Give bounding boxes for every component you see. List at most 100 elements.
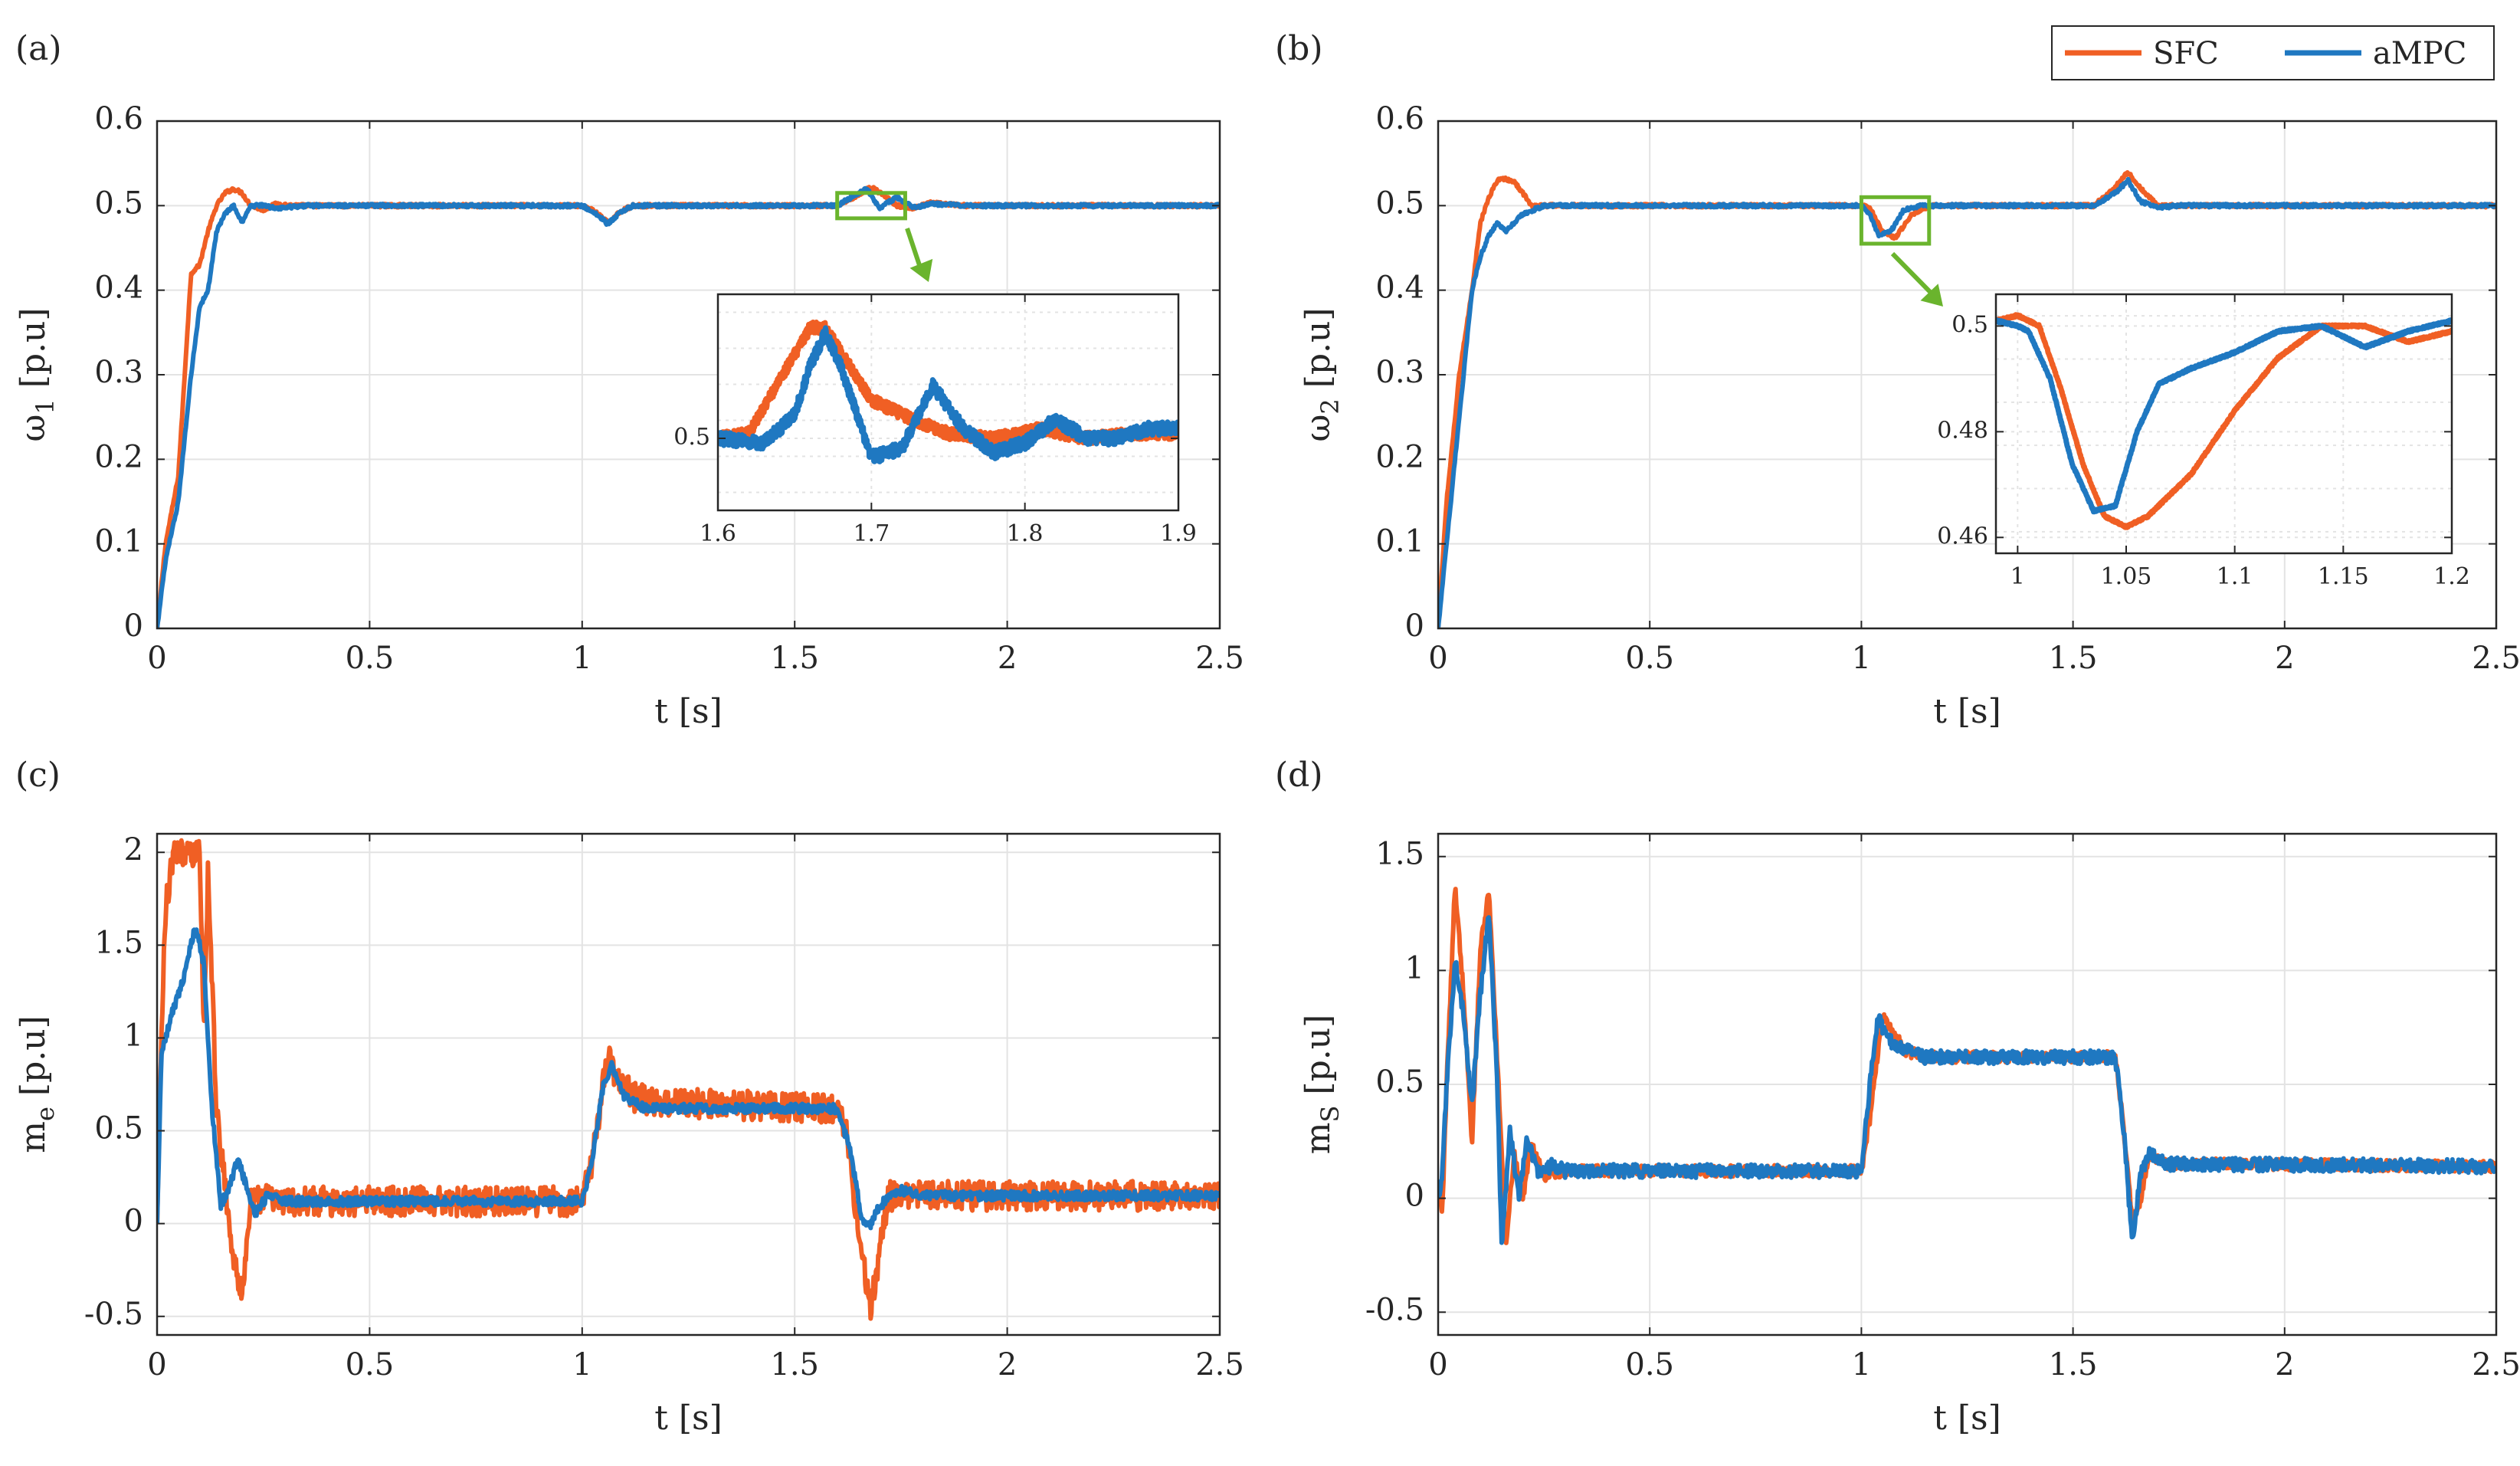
legend: SFC aMPC bbox=[2051, 25, 2495, 80]
panel-b-xtick-label-2: 1 bbox=[1852, 641, 1871, 676]
panel-b: 0 0.5 1 1.5 2 2.5 0 0.1 0.2 0.3 0.4 0.5 0.6 (b) t [s] ω… bbox=[1275, 29, 2520, 731]
panel-c-ylabel-sub: e bbox=[31, 1107, 60, 1121]
panel-b-xtick-label-1: 0.5 bbox=[1625, 641, 1674, 676]
panel-a-ytick-label-2: 0.2 bbox=[94, 439, 143, 474]
panel-c-ylabel: me [p.u] bbox=[14, 1015, 60, 1153]
panel-d-ytick-label-2: 0.5 bbox=[1375, 1064, 1424, 1100]
panel-a-inset-xtick-label-2: 1.8 bbox=[1007, 520, 1044, 547]
panel-a-xtick-label-3: 1.5 bbox=[770, 641, 819, 676]
panel-a-inset-xtick-label-1: 1.7 bbox=[853, 520, 890, 547]
panel-c-xtick-label-2: 1 bbox=[572, 1347, 591, 1382]
panel-a-series-ampc bbox=[157, 185, 1220, 628]
panel-b-ytick-label-5: 0.5 bbox=[1375, 185, 1424, 221]
panel-a-inset-series-ampc bbox=[718, 325, 1178, 464]
panel-b-inset-xtick-label-2: 1.1 bbox=[2217, 563, 2253, 590]
panel-c-ytick-label-2: 0.5 bbox=[94, 1111, 143, 1146]
panel-d-ytick-label-0: -0.5 bbox=[1365, 1292, 1424, 1327]
panel-a-xtick-label-2: 1 bbox=[572, 641, 591, 676]
panel-d-series-ampc bbox=[1438, 915, 2496, 1245]
panel-a-ytick-label-0: 0 bbox=[124, 608, 143, 644]
panel-d-xtick-label-5: 2.5 bbox=[2472, 1347, 2520, 1382]
panel-a-ylabel-main: ω bbox=[14, 415, 53, 442]
panel-c-ytick-label-5: 2 bbox=[124, 832, 143, 867]
panel-b-xtick-label-5: 2.5 bbox=[2472, 641, 2520, 676]
panel-b-ytick-label-6: 0.6 bbox=[1375, 101, 1424, 136]
panel-b-inset-xtick-label-3: 1.15 bbox=[2318, 563, 2369, 590]
panel-a-inset-xtick-label-0: 1.6 bbox=[700, 520, 736, 547]
panel-c-ylabel-main: m bbox=[14, 1121, 53, 1153]
panel-b-ylabel: ω2 [p.u] bbox=[1299, 307, 1345, 441]
legend-box bbox=[2051, 25, 2495, 80]
panel-a-zoom-box bbox=[835, 191, 907, 221]
panel-d-ytick-label-1: 0 bbox=[1405, 1179, 1424, 1214]
panel-c-ytick-label-3: 1 bbox=[124, 1018, 143, 1053]
panel-c-ylabel-unit: [p.u] bbox=[14, 1015, 53, 1107]
panel-a-xtick-label-0: 0 bbox=[147, 641, 166, 676]
panel-b-ytick-label-2: 0.2 bbox=[1375, 439, 1424, 474]
panel-a-zoom-arrow-head bbox=[909, 258, 933, 282]
panel-b-inset-series-ampc bbox=[1996, 317, 2452, 515]
panel-d-xlabel: t [s] bbox=[1933, 1399, 2001, 1438]
panel-c-ytick-label-0: -0.5 bbox=[84, 1297, 143, 1332]
panel-a-ytick-label-6: 0.6 bbox=[94, 101, 143, 136]
panel-b-label: (b) bbox=[1275, 29, 1323, 68]
panel-c-series-ampc bbox=[157, 927, 1220, 1231]
panel-d-ylabel: mS [p.u] bbox=[1299, 1015, 1345, 1154]
panel-d-ytick-label-4: 1.5 bbox=[1375, 837, 1424, 872]
panel-a-inset-frame bbox=[716, 293, 1180, 512]
panel-b-xtick-label-4: 2 bbox=[2275, 641, 2294, 676]
panel-b-inset-frame bbox=[1994, 293, 2453, 555]
legend-label-sfc: SFC bbox=[2153, 36, 2219, 71]
panel-b-zoom-arrow-head bbox=[1920, 284, 1943, 307]
panel-a-label: (a) bbox=[15, 29, 62, 68]
panel-a-ylabel: ω1 [p.u] bbox=[14, 307, 60, 441]
panel-b-ytick-label-4: 0.4 bbox=[1375, 271, 1424, 306]
panel-b-xtick-label-3: 1.5 bbox=[2049, 641, 2098, 676]
panel-b-inset-xtick-label-0: 1 bbox=[2010, 563, 2025, 590]
panel-c-xlabel: t [s] bbox=[654, 1399, 723, 1438]
panel-d-label: (d) bbox=[1275, 756, 1323, 795]
panel-b-ytick-label-3: 0.3 bbox=[1375, 355, 1424, 390]
panel-c-ytick-label-1: 0 bbox=[124, 1204, 143, 1239]
panel-d-xtick-label-3: 1.5 bbox=[2049, 1347, 2098, 1382]
panel-b-ytick-label-0: 0 bbox=[1405, 608, 1424, 644]
panel-c-frame bbox=[156, 832, 1221, 1336]
panel-a-xtick-label-1: 0.5 bbox=[346, 641, 395, 676]
panel-a-xtick-label-5: 2.5 bbox=[1195, 641, 1244, 676]
panel-d: 0 0.5 1 1.5 2 2.5-0.500.511.5(d)t [s]mS [p.u] bbox=[1275, 756, 2520, 1438]
panel-c-plot-area bbox=[157, 834, 1220, 1335]
panel-c-ytick-label-4: 1.5 bbox=[94, 925, 143, 960]
panel-c-label: (c) bbox=[15, 756, 61, 795]
panel-c-xtick-label-1: 0.5 bbox=[346, 1347, 395, 1382]
panel-b-ylabel-sub: 2 bbox=[1316, 398, 1345, 414]
panel-a-inset: 1.6 1.7 1.8 1.9 0.5 bbox=[673, 293, 1197, 547]
panel-a-ytick-label-4: 0.4 bbox=[94, 271, 143, 306]
panel-d-ytick-label-3: 1 bbox=[1405, 950, 1424, 986]
panel-b-inset-xtick-label-1: 1.05 bbox=[2101, 563, 2152, 590]
panel-b-xtick-label-0: 0 bbox=[1428, 641, 1447, 676]
panel-b-ylabel-unit: [p.u] bbox=[1299, 307, 1338, 398]
panel-a-inset-ytick-label-0: 0.5 bbox=[673, 424, 710, 451]
panel-d-xtick-label-4: 2 bbox=[2275, 1347, 2294, 1382]
panel-a-inset-xtick-label-3: 1.9 bbox=[1160, 520, 1197, 547]
panel-b-ytick-label-1: 0.1 bbox=[1375, 524, 1424, 559]
panel-b-inset-ytick-label-1: 0.48 bbox=[1937, 417, 1988, 444]
legend-label-ampc: aMPC bbox=[2373, 36, 2466, 71]
panel-d-ylabel-unit: [p.u] bbox=[1299, 1015, 1338, 1106]
panel-a-ytick-label-3: 0.3 bbox=[94, 355, 143, 390]
panel-a-xlabel: t [s] bbox=[654, 692, 723, 731]
panel-b-series-ampc bbox=[1438, 176, 2496, 628]
panel-a-ylabel-unit: [p.u] bbox=[14, 307, 53, 398]
panel-c-xtick-label-5: 2.5 bbox=[1195, 1347, 1244, 1382]
panel-a-ytick-label-5: 0.5 bbox=[94, 185, 143, 221]
panel-a-ylabel-sub: 1 bbox=[31, 398, 60, 414]
panel-b-inset-ytick-label-0: 0.46 bbox=[1937, 523, 1988, 549]
panel-d-xtick-label-1: 0.5 bbox=[1625, 1347, 1674, 1382]
panel-d-ylabel-main: m bbox=[1299, 1123, 1338, 1155]
panel-b-inset: 1 1.05 1.1 1.15 1.2 0.46 0.48 0.5 bbox=[1937, 293, 2470, 590]
panel-b-zoom-arrow-line bbox=[1890, 251, 1939, 301]
panel-b-xlabel: t [s] bbox=[1933, 692, 2001, 731]
panel-d-xtick-label-2: 1 bbox=[1852, 1347, 1871, 1382]
panel-b-zoom-box bbox=[1859, 195, 1932, 246]
